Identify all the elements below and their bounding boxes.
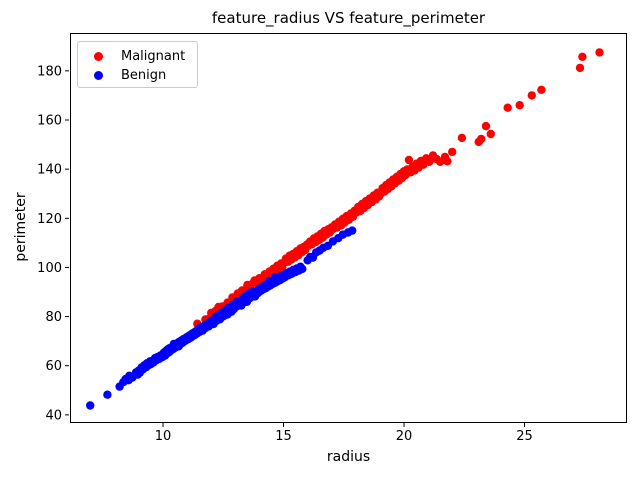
x-tick-label: 25 — [516, 429, 533, 444]
legend-item-benign: Benign — [78, 66, 197, 85]
point-malignant — [448, 147, 457, 157]
point-malignant — [503, 103, 512, 112]
point-malignant — [457, 133, 467, 143]
malignant-marker-icon — [94, 52, 103, 61]
y-tick-label: 80 — [45, 310, 62, 325]
x-tick-label: 10 — [155, 429, 172, 444]
point-benign — [103, 390, 112, 399]
point-malignant — [575, 63, 585, 73]
x-axis-label: radius — [326, 449, 371, 465]
point-malignant — [578, 52, 587, 61]
point-benign — [348, 226, 357, 235]
point-malignant — [404, 155, 414, 165]
point-benign — [298, 264, 307, 274]
legend-item-malignant: Malignant — [78, 47, 197, 66]
point-malignant — [515, 101, 524, 110]
point-malignant — [477, 134, 486, 144]
point-malignant — [486, 129, 495, 139]
y-tick-label: 100 — [37, 261, 62, 276]
y-tick-label: 40 — [45, 408, 62, 423]
y-axis-label: perimeter — [13, 192, 29, 262]
point-malignant — [481, 121, 491, 131]
point-malignant — [527, 91, 536, 100]
point-malignant — [595, 48, 604, 57]
point-malignant — [425, 157, 434, 166]
chart-title: feature_radius VS feature_perimeter — [211, 9, 486, 27]
y-tick-label: 140 — [37, 163, 62, 178]
x-tick-label: 15 — [275, 429, 292, 444]
y-tick-label: 120 — [37, 212, 62, 227]
benign-marker-icon — [94, 71, 103, 80]
legend-label-benign: Benign — [121, 68, 167, 83]
y-tick-label: 60 — [45, 359, 62, 374]
legend: Malignant Benign — [77, 41, 198, 88]
point-benign — [86, 401, 95, 410]
x-tick-label: 20 — [396, 429, 413, 444]
legend-label-malignant: Malignant — [121, 49, 186, 64]
y-tick-label: 180 — [37, 64, 62, 79]
point-malignant — [537, 85, 546, 95]
y-tick-label: 160 — [37, 113, 62, 128]
point-malignant — [443, 157, 452, 166]
